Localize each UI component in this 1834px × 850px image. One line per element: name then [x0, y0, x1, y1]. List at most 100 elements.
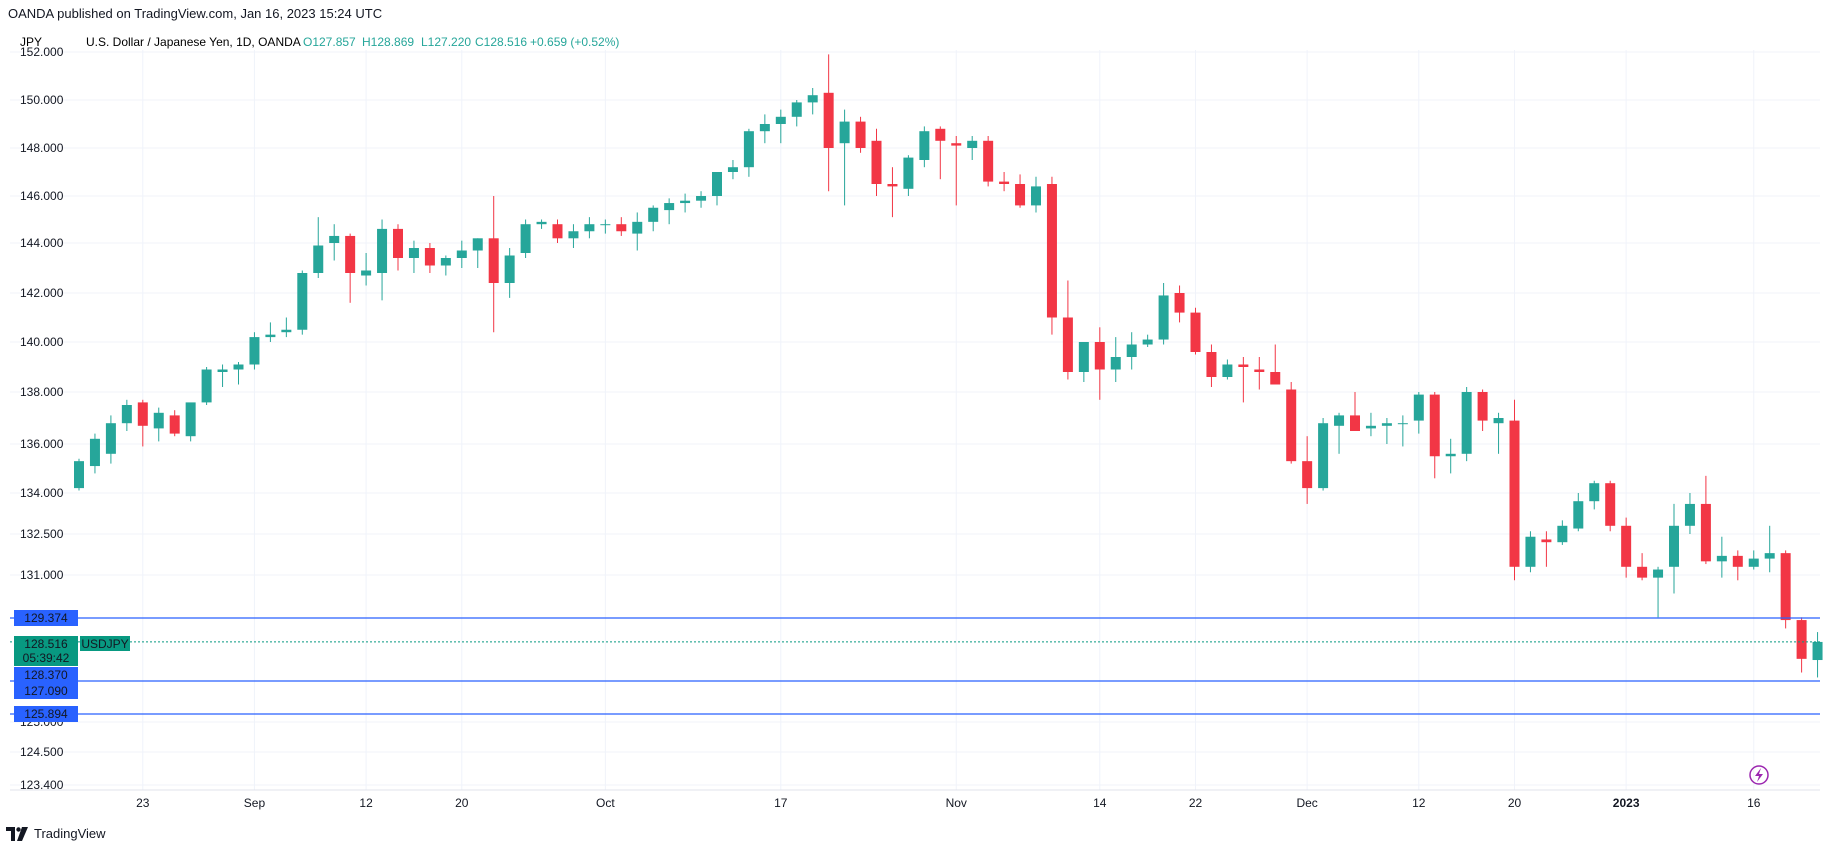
candle [169, 410, 180, 437]
candle [393, 224, 403, 271]
candle [265, 322, 276, 342]
candle [1493, 412, 1504, 454]
flash-circle-icon[interactable] [1749, 765, 1769, 785]
y-tick-label: 124.500 [20, 745, 64, 759]
y-tick-label: 123.400 [20, 778, 64, 792]
candle-body [74, 461, 84, 489]
candle-body [680, 200, 691, 204]
candle [313, 217, 324, 278]
candle-body [919, 131, 930, 160]
candle-body [823, 92, 834, 148]
candle-body [903, 157, 914, 189]
candle [329, 224, 340, 261]
candle-body [1397, 423, 1408, 425]
x-tick-label: 20 [1508, 796, 1522, 810]
candle-body [951, 143, 962, 146]
candle [1222, 359, 1233, 380]
candle [855, 116, 866, 153]
x-tick-label: Nov [946, 796, 967, 810]
y-tick-label: 146.000 [20, 189, 64, 203]
candle [967, 136, 978, 160]
candle-body [1700, 503, 1711, 562]
svg-text:128.370: 128.370 [24, 668, 68, 682]
candle [1796, 617, 1807, 673]
x-tick-label: 14 [1093, 796, 1107, 810]
candle [345, 233, 356, 303]
legend-instrument[interactable]: U.S. Dollar / Japanese Yen, 1D, OANDA [86, 35, 301, 49]
candle-body [855, 121, 866, 148]
candle-body [488, 238, 499, 283]
candle-body [1158, 295, 1169, 340]
candle [185, 402, 196, 442]
candle-body [1764, 553, 1775, 559]
candle-body [1142, 339, 1153, 345]
candle [552, 219, 563, 243]
candle-body [1796, 620, 1807, 659]
x-tick-label: 12 [359, 796, 373, 810]
y-tick-label: 140.000 [20, 335, 64, 349]
y-tick-label: 138.000 [20, 385, 64, 399]
candle [1748, 550, 1759, 570]
candle [1126, 332, 1137, 370]
price-label-129374: 129.374 [14, 610, 78, 626]
candle [472, 238, 483, 268]
candle-body [1509, 420, 1520, 567]
candle-body [871, 140, 882, 184]
candle [424, 243, 435, 273]
footer: TradingView [6, 826, 106, 841]
candle [233, 362, 244, 385]
candle [1541, 531, 1552, 567]
candle [536, 219, 547, 229]
candle-body [233, 364, 244, 370]
candle-body [1078, 342, 1089, 372]
price-label-125894: 125.894 [14, 706, 78, 722]
x-tick-label: 22 [1189, 796, 1203, 810]
candle-body [1094, 342, 1105, 370]
candle-body [1206, 352, 1217, 377]
candle-body [887, 184, 898, 187]
candle-body [1493, 418, 1504, 424]
legend-close: C128.516 [475, 35, 527, 49]
candle-body [1573, 501, 1584, 529]
candle-body [1684, 503, 1695, 526]
candle-body [648, 207, 659, 222]
price-label-128370: 128.370 [14, 667, 78, 683]
candle-body [759, 124, 770, 132]
candle-body [935, 128, 946, 141]
candle [1318, 418, 1329, 491]
candle-body [185, 402, 196, 437]
x-tick-label: Sep [244, 796, 266, 810]
x-axis: 23 Sep 12 20 Oct 17 Nov 14 22 Dec 12 20 2023 16 [136, 796, 1761, 810]
candle-body [297, 273, 308, 330]
svg-text:125.894: 125.894 [24, 707, 68, 721]
candle [1206, 344, 1217, 387]
candle [217, 364, 228, 387]
candle [1812, 632, 1823, 678]
candle-body [775, 116, 786, 124]
candle [983, 136, 994, 187]
candle-body [632, 221, 643, 234]
candle-body [169, 415, 180, 434]
candle [1413, 392, 1424, 434]
candle-body [1190, 312, 1201, 352]
candle [1684, 493, 1695, 534]
candle [520, 219, 531, 258]
legend-high: H128.869 [362, 35, 414, 49]
candle-body [1605, 483, 1616, 526]
candle [1238, 357, 1249, 403]
candle [74, 458, 84, 491]
candle [1764, 525, 1775, 573]
horizontal-lines[interactable] [10, 617, 1820, 715]
footer-brand[interactable]: TradingView [34, 826, 106, 841]
candle [281, 317, 292, 338]
candle-body [1812, 641, 1823, 661]
y-axis: 152.000 150.000 148.000 146.000 144.000 142.0… [20, 45, 64, 792]
candle-body [791, 102, 802, 117]
svg-text:USDJPY: USDJPY [81, 637, 128, 651]
candle [1254, 357, 1265, 390]
candle-body [1254, 369, 1265, 372]
candle [903, 155, 914, 196]
legend-low: L127.220 [421, 35, 471, 49]
candle-body [1477, 392, 1488, 421]
